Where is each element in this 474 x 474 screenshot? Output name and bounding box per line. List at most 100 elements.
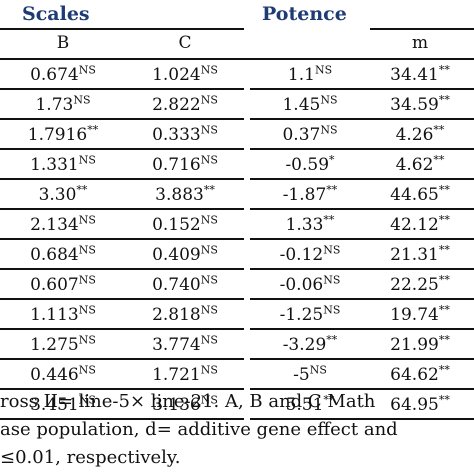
table-cell: 64.62** xyxy=(360,363,474,387)
row-rule xyxy=(370,88,474,90)
cell-value: 0.684 xyxy=(30,245,79,265)
table-cell: 1.45NS xyxy=(250,93,370,117)
row-rule xyxy=(370,298,474,300)
significance-marker: NS xyxy=(309,363,327,377)
significance-marker: ** xyxy=(438,183,450,197)
cell-value: 21.99 xyxy=(390,335,439,355)
significance-marker: NS xyxy=(78,63,96,77)
cell-value: 64.62 xyxy=(390,365,439,385)
row-rule xyxy=(0,358,244,360)
table-cell: 1.33** xyxy=(250,213,370,237)
table-cell: 0.409NS xyxy=(125,243,245,267)
cell-value: -1.25 xyxy=(279,305,324,325)
significance-marker: NS xyxy=(78,273,96,287)
cell-value: 1.331 xyxy=(30,155,79,175)
significance-marker: ** xyxy=(87,123,99,137)
table-row: 1.7916** 0.333NS 0.37NS 4.26** xyxy=(0,120,474,150)
significance-marker: ** xyxy=(438,93,450,107)
table-row: 0.607NS 0.740NS -0.06NS 22.25** xyxy=(0,270,474,300)
significance-marker: NS xyxy=(78,393,96,407)
cell-value: 2.818 xyxy=(152,305,201,325)
cell-value: 0.446 xyxy=(30,365,79,385)
table-row: 3.30** 3.883** -1.87** 44.65** xyxy=(0,180,474,210)
cell-value: 1.7916 xyxy=(27,125,88,145)
cell-value: 0.716 xyxy=(152,155,201,175)
significance-marker: NS xyxy=(200,153,218,167)
significance-marker: ** xyxy=(438,393,450,407)
cell-value: 0.740 xyxy=(152,275,201,295)
row-rule xyxy=(370,178,474,180)
significance-marker: NS xyxy=(200,363,218,377)
significance-marker: ** xyxy=(323,213,335,227)
significance-marker: ** xyxy=(326,333,338,347)
table-cell: -3.29** xyxy=(250,333,370,357)
cell-value: 1.721 xyxy=(152,365,201,385)
table-cell: 1.024NS xyxy=(125,63,245,87)
cell-value: -3.29 xyxy=(282,335,327,355)
significance-marker: NS xyxy=(320,123,338,137)
table-row: 0.684NS 0.409NS -0.12NS 21.31** xyxy=(0,240,474,270)
row-rule xyxy=(370,118,474,120)
cell-value: 3.883 xyxy=(155,185,204,205)
row-rule xyxy=(370,148,474,150)
cell-value: 1.275 xyxy=(30,335,79,355)
cell-value: 0.607 xyxy=(30,275,79,295)
header-bottom-rule xyxy=(0,58,474,60)
m-rule xyxy=(370,28,474,30)
cell-value: 22.25 xyxy=(390,275,439,295)
cell-value: 3.774 xyxy=(152,335,201,355)
cell-value: 34.59 xyxy=(390,95,439,115)
table-cell: 2.818NS xyxy=(125,303,245,327)
row-rule xyxy=(250,208,370,210)
significance-marker: ** xyxy=(203,183,215,197)
potence-group-title: Potence xyxy=(262,3,347,25)
significance-marker: ** xyxy=(438,333,450,347)
cell-value: -1.87 xyxy=(282,185,327,205)
row-rule xyxy=(0,118,244,120)
significance-marker: NS xyxy=(78,243,96,257)
table-cell: 21.31** xyxy=(360,243,474,267)
cell-value: 0.333 xyxy=(152,125,201,145)
cell-value: 0.37 xyxy=(282,125,321,145)
table-cell: 34.59** xyxy=(360,93,474,117)
table-cell: 1.73NS xyxy=(3,93,123,117)
significance-marker: ** xyxy=(433,123,445,137)
row-rule xyxy=(0,418,244,420)
row-rule xyxy=(0,298,244,300)
significance-marker: NS xyxy=(200,393,218,407)
table-cell: 21.99** xyxy=(360,333,474,357)
footnote-line-1: ross II= line-5× line-21. A, B and C Mat… xyxy=(0,391,376,412)
cell-value: 3.451 xyxy=(30,395,79,415)
significance-marker: ** xyxy=(438,363,450,377)
table-cell: -1.25NS xyxy=(250,303,370,327)
significance-marker: NS xyxy=(320,93,338,107)
significance-marker: NS xyxy=(200,93,218,107)
table-cell: 4.26** xyxy=(360,123,474,147)
row-rule xyxy=(0,328,244,330)
row-rule xyxy=(0,268,244,270)
significance-marker: NS xyxy=(200,333,218,347)
significance-marker: NS xyxy=(200,213,218,227)
significance-marker: * xyxy=(329,153,335,167)
table-cell: 5.51** xyxy=(250,393,370,417)
significance-marker: ** xyxy=(323,393,335,407)
significance-marker: NS xyxy=(200,273,218,287)
row-rule xyxy=(250,298,370,300)
table-cell: 3.136NS xyxy=(125,393,245,417)
row-rule xyxy=(250,358,370,360)
table-cell: 0.152NS xyxy=(125,213,245,237)
table-cell: -0.12NS xyxy=(250,243,370,267)
table-cell: 64.95** xyxy=(360,393,474,417)
significance-marker: NS xyxy=(323,273,341,287)
cell-value: 0.152 xyxy=(152,215,201,235)
cell-value: 4.62 xyxy=(395,155,434,175)
significance-marker: NS xyxy=(200,303,218,317)
scales-group-title: Scales xyxy=(22,3,90,25)
table-cell: 1.113NS xyxy=(3,303,123,327)
column-header-b: B xyxy=(56,33,70,53)
cell-value: 1.33 xyxy=(285,215,324,235)
table-cell: 1.721NS xyxy=(125,363,245,387)
cell-value: -5 xyxy=(293,365,310,385)
cell-value: 5.51 xyxy=(285,395,324,415)
table-cell: 3.451NS xyxy=(3,393,123,417)
